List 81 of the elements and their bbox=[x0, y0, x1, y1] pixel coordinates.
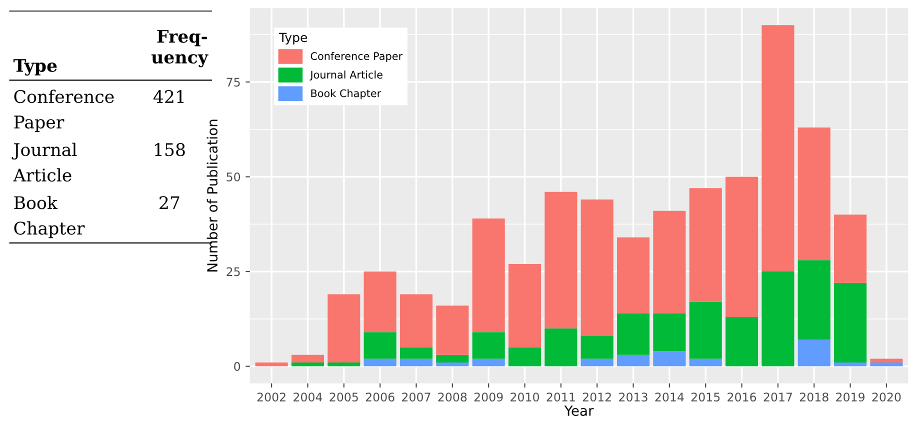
bar bbox=[798, 260, 830, 340]
bar bbox=[364, 358, 396, 366]
bar bbox=[508, 264, 542, 348]
bar bbox=[400, 347, 433, 359]
bar bbox=[762, 272, 794, 366]
text: Freq-uency bbox=[151, 30, 208, 68]
x-tick-label: 2007 bbox=[402, 392, 430, 402]
category-label: Journal Article bbox=[12, 142, 77, 182]
x-tick-label: 2018 bbox=[800, 392, 828, 402]
bar bbox=[834, 282, 867, 362]
x-tick-label: 2002 bbox=[257, 392, 286, 402]
bar bbox=[580, 336, 614, 359]
x-tick-label: 2017 bbox=[764, 392, 792, 402]
bar bbox=[726, 176, 758, 318]
x-tick-label: 2016 bbox=[728, 392, 756, 402]
y-axis-title: Number of Publication bbox=[206, 120, 218, 272]
bar bbox=[544, 328, 578, 366]
x-tick-label: 2005 bbox=[330, 392, 358, 402]
x-tick-label: 2006 bbox=[366, 392, 394, 402]
legend-label: Book Chapter bbox=[311, 89, 382, 100]
bar bbox=[616, 313, 650, 355]
bar bbox=[834, 214, 867, 283]
x-tick-label: 2020 bbox=[872, 392, 901, 402]
data-label: 158 bbox=[155, 143, 185, 156]
x-tick-label: 2013 bbox=[619, 392, 648, 402]
x-tick-label: 2012 bbox=[582, 392, 611, 402]
bar bbox=[255, 362, 288, 366]
y-tick-label: 0 bbox=[234, 362, 240, 371]
legend-label: Conference Paper bbox=[310, 52, 403, 62]
bar bbox=[472, 218, 505, 332]
y-tick-label: 50 bbox=[226, 172, 240, 182]
category-label: Book Chapter bbox=[14, 196, 85, 238]
bar bbox=[616, 354, 650, 366]
bar bbox=[472, 358, 505, 366]
text: Type bbox=[13, 59, 57, 76]
x-tick-label: 2008 bbox=[438, 392, 467, 402]
bar bbox=[328, 294, 360, 362]
x-tick-label: 2009 bbox=[474, 392, 503, 402]
bar bbox=[834, 362, 867, 366]
data-label: 27 bbox=[160, 196, 180, 210]
bar bbox=[291, 362, 324, 366]
bar bbox=[689, 358, 722, 366]
bar bbox=[689, 188, 722, 302]
bar bbox=[580, 200, 614, 336]
bar bbox=[364, 272, 396, 332]
bar bbox=[616, 237, 650, 314]
category-label: Conference Paper bbox=[14, 90, 114, 132]
bar bbox=[328, 362, 360, 366]
x-tick-label: 2011 bbox=[546, 392, 575, 402]
x-tick-label: 2014 bbox=[655, 392, 684, 402]
y-tick-label: 75 bbox=[226, 78, 240, 87]
x-tick-label: 2004 bbox=[294, 392, 322, 402]
bar bbox=[870, 362, 903, 366]
bar bbox=[653, 351, 686, 366]
bar bbox=[364, 332, 396, 359]
bar bbox=[653, 313, 686, 352]
x-tick-label: 2015 bbox=[691, 392, 720, 402]
bar bbox=[544, 192, 578, 328]
data-label: 421 bbox=[153, 90, 184, 103]
bar bbox=[798, 127, 830, 260]
bar bbox=[400, 294, 433, 348]
x-axis-title: Year bbox=[564, 406, 594, 416]
bar bbox=[580, 358, 614, 366]
bar bbox=[508, 347, 542, 366]
bar bbox=[436, 362, 469, 366]
bar bbox=[870, 358, 903, 362]
bar bbox=[400, 358, 433, 366]
bar bbox=[726, 317, 758, 366]
bar bbox=[436, 306, 469, 355]
bar bbox=[436, 354, 469, 362]
bar bbox=[291, 354, 324, 362]
bar bbox=[762, 25, 794, 272]
bar bbox=[653, 210, 686, 314]
x-tick-label: 2019 bbox=[836, 392, 864, 402]
bar bbox=[472, 332, 505, 359]
bar bbox=[798, 340, 830, 366]
bar bbox=[689, 302, 722, 359]
legend-label: Journal Article bbox=[310, 70, 382, 81]
y-tick-label: 25 bbox=[226, 267, 240, 276]
legend-title: Type bbox=[278, 32, 308, 45]
x-tick-label: 2010 bbox=[510, 392, 539, 402]
